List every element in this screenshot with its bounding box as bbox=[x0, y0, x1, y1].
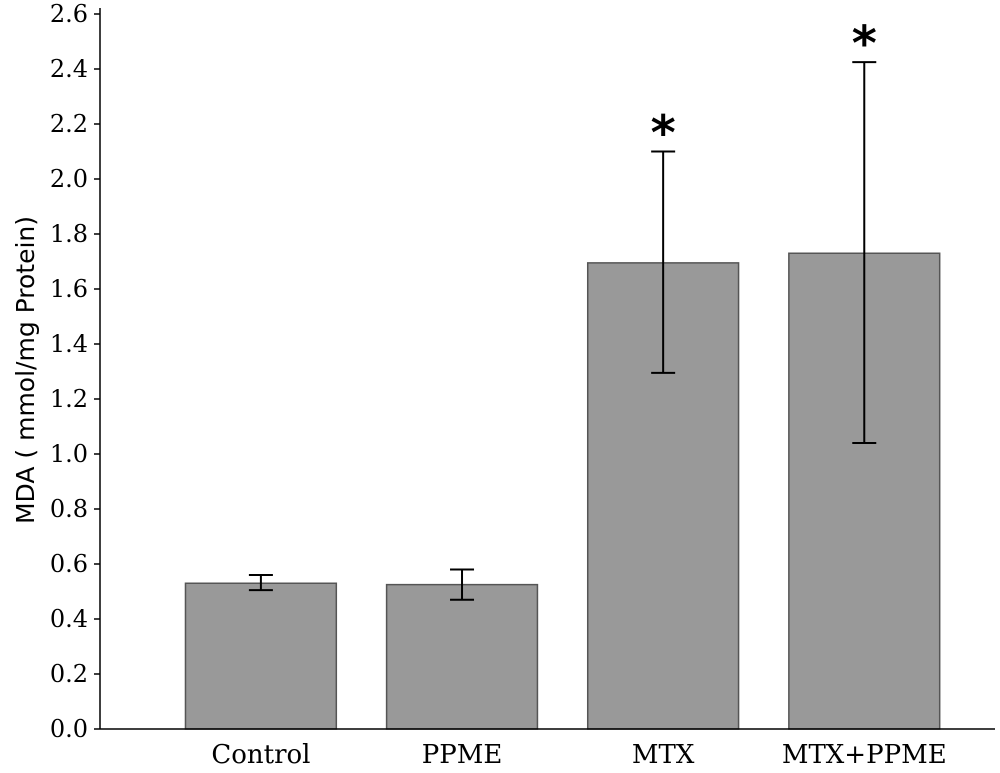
error-bars-group bbox=[248, 61, 877, 601]
y-tick-label: 2.4 bbox=[50, 55, 88, 83]
x-tick-label: PPME bbox=[422, 740, 503, 770]
y-tick-label: 0.0 bbox=[50, 715, 88, 743]
y-tick-label: 0.4 bbox=[50, 605, 88, 633]
y-tick-label: 1.4 bbox=[50, 330, 88, 358]
significance-marker: * bbox=[852, 16, 877, 72]
x-tick-label: MTX bbox=[632, 740, 695, 770]
y-tick-label: 0.2 bbox=[50, 660, 88, 688]
y-tick-label: 1.2 bbox=[50, 385, 88, 413]
significance-marker: * bbox=[651, 106, 676, 162]
bars-group bbox=[184, 252, 941, 730]
y-tick-label: 1.6 bbox=[50, 275, 88, 303]
y-tick-label: 1.0 bbox=[50, 440, 88, 468]
x-tick-label: MTX+PPME bbox=[782, 740, 947, 770]
y-ticks-group: 0.0 0.2 0.4 0.6 0.8 1.0 1.2 1.4 1.6 1.8 2.0 2.2 2.4 2… bbox=[50, 0, 100, 743]
y-tick-label: 1.8 bbox=[50, 220, 88, 248]
x-tick-label: Control bbox=[211, 740, 310, 770]
y-tick-label: 2.6 bbox=[50, 0, 88, 28]
y-tick-label: 0.8 bbox=[50, 495, 88, 523]
y-axis-label: MDA ( mmol/mg Protein) bbox=[11, 216, 40, 524]
annotations-group: ** bbox=[651, 16, 877, 161]
y-tick-label: 2.2 bbox=[50, 110, 88, 138]
bar-ppme bbox=[385, 583, 539, 730]
bar-control bbox=[184, 582, 338, 730]
y-tick-label: 2.0 bbox=[50, 165, 88, 193]
x-labels-group: Control PPME MTX MTX+PPME bbox=[211, 740, 946, 770]
y-tick-label: 0.6 bbox=[50, 550, 88, 578]
axes-group bbox=[99, 8, 995, 730]
